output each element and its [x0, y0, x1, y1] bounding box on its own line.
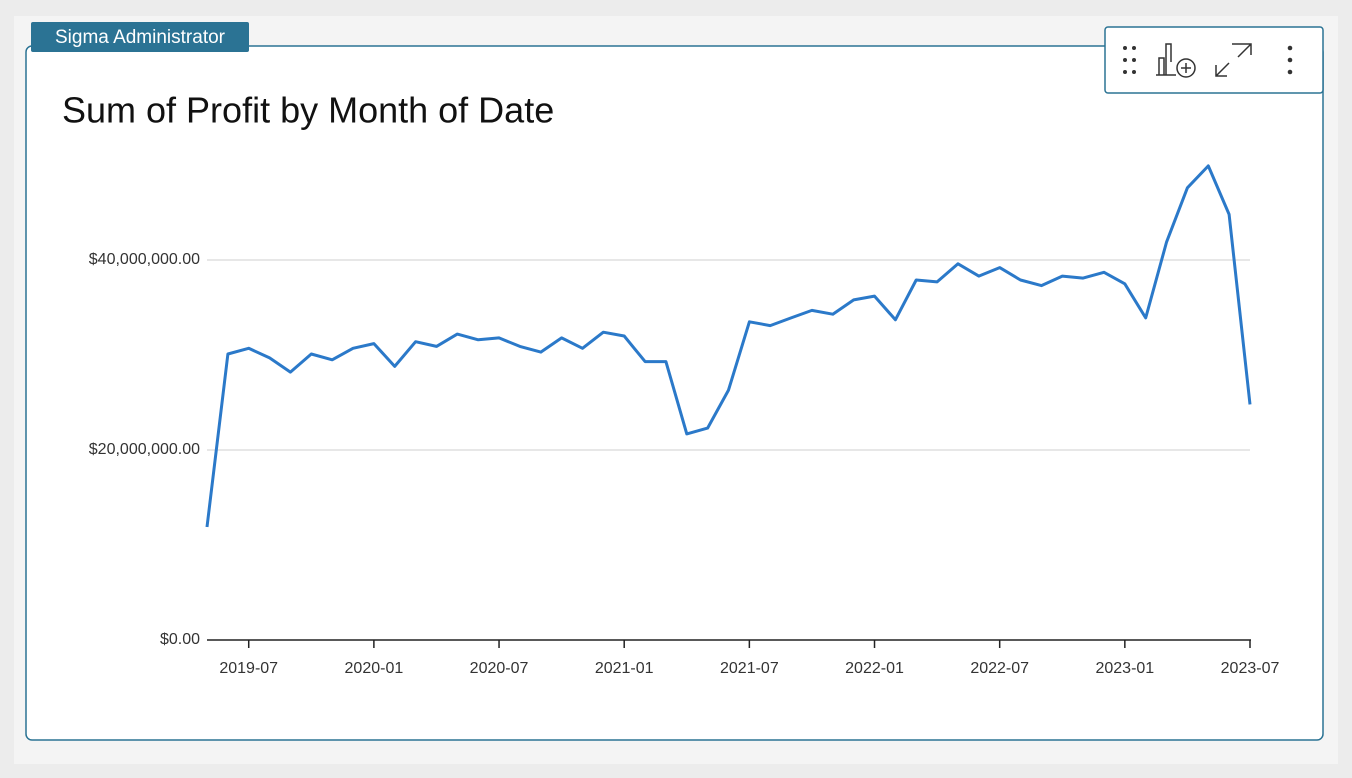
x-tick-label: 2023-01	[1095, 660, 1154, 677]
drag-handle[interactable]	[1123, 46, 1136, 74]
x-tick-label: 2023-07	[1221, 660, 1280, 677]
x-tick-label: 2022-01	[845, 660, 904, 677]
add-chart-button[interactable]	[1156, 43, 1196, 78]
x-tick-label: 2022-07	[970, 660, 1029, 677]
chart-title: Sum of Profit by Month of Date	[62, 90, 554, 131]
plot: $0.00 $20,000,000.00 $40,000,000.00 2019-07…	[89, 164, 1280, 677]
y-tick-label: $20,000,000.00	[89, 441, 200, 458]
owner-tag-text: Sigma Administrator	[55, 27, 226, 48]
x-tick-label: 2020-07	[470, 660, 529, 677]
toolbar	[1104, 26, 1324, 94]
x-tick-label: 2021-01	[595, 660, 654, 677]
x-tick-label: 2021-07	[720, 660, 779, 677]
owner-tag	[31, 22, 249, 52]
x-tick-label: 2020-01	[345, 660, 404, 677]
expand-button[interactable]	[1215, 43, 1252, 77]
data-line	[205, 164, 1252, 528]
more-menu[interactable]	[1287, 45, 1293, 75]
x-tick-label: 2019-07	[219, 660, 278, 677]
y-tick-label: $0.00	[160, 631, 200, 648]
y-tick-label: $40,000,000.00	[89, 251, 200, 268]
toolbar-box	[1104, 26, 1324, 94]
